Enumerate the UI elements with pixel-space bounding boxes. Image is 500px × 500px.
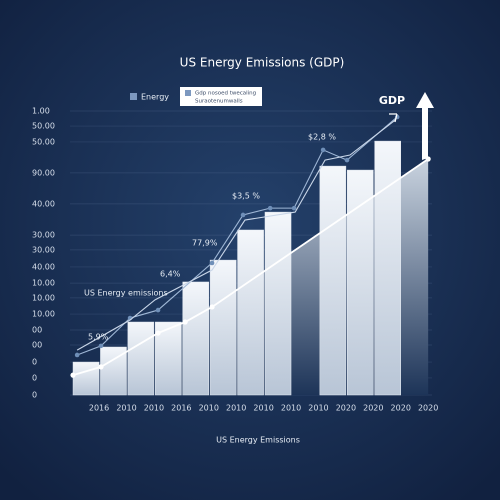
point [209,304,215,310]
annotation: 6,4% [160,270,181,279]
annotation: $3,5 % [232,192,260,201]
bar [374,140,401,396]
legend-swatch [130,93,137,100]
point [98,364,104,370]
y-tick-label: 40.00 [32,199,55,208]
bar [319,165,347,396]
x-tick-label: 2010 [226,404,246,413]
annotation: 5,9% [88,333,109,342]
y-tick-label: 50.00 [32,137,55,146]
x-tick-label: 2010 [281,404,301,413]
point [74,352,80,358]
y-tick-label: 0 [32,391,37,400]
x-tick-label: 2010 [144,404,164,413]
annotation: 77,9% [192,239,218,248]
gdp-label: GDP [379,94,405,107]
legend-box-line: Gdp nosoed twecaling [195,91,256,97]
y-tick-label: 00 [32,325,42,334]
x-tick-label: 2020 [363,404,383,413]
y-tick-label: 00 [32,341,42,350]
y-tick-label: 0 [32,373,37,382]
point [182,319,188,325]
point [267,205,273,211]
point [155,330,161,336]
bars [72,140,429,396]
point [70,372,76,378]
lines [70,114,431,378]
x-tick-label: 2016 [171,404,191,413]
bar [72,361,100,396]
y-tick-label: 10.00 [32,293,55,302]
point [155,307,161,313]
x-tick-label: 2010 [308,404,328,413]
x-tick-label: 2020 [391,404,411,413]
legend-box [180,87,262,106]
chart-title: US Energy Emissions (GDP) [180,56,345,70]
line [72,158,429,376]
annotation: US Energy emissions [84,289,168,298]
y-tick-label: 10.00 [32,279,55,288]
x-tick-label: 2010 [253,404,273,413]
y-tick-label: 30.00 [32,231,55,240]
bar [237,229,264,396]
point [320,147,326,153]
x-tick-label: 2016 [89,404,109,413]
y-tick-label: 0 [32,358,37,367]
x-axis-label: US Energy Emissions [216,436,300,445]
legend-entry: Energy [141,93,169,102]
y-tick-label: 1.00 [32,107,50,116]
line [76,119,396,351]
annotation: $2,8 % [308,133,336,142]
bar [182,281,210,396]
y-tick-label: 50.00 [32,122,55,131]
legend-box-swatch [185,90,191,96]
bar [127,321,155,396]
gdp-arrow [416,92,434,160]
point [291,205,297,211]
y-tick-label: 90.00 [32,168,55,177]
y-tick-label: 10.00 [32,310,55,319]
x-tick-label: 2010 [116,404,136,413]
point [240,212,246,218]
bar [264,211,292,396]
y-tick-label: 30.00 [32,245,55,254]
point [344,157,350,163]
legend-box-line: Suraotenumwalls [195,99,243,105]
point [98,343,104,349]
bar [347,169,374,396]
y-tick-label: 40.00 [32,262,55,271]
x-tick-label: 2020 [418,404,438,413]
bar [209,259,237,396]
line-arrowhead [389,113,398,123]
x-tick-label: 2020 [336,404,356,413]
x-tick-label: 2010 [199,404,219,413]
point [209,260,215,266]
